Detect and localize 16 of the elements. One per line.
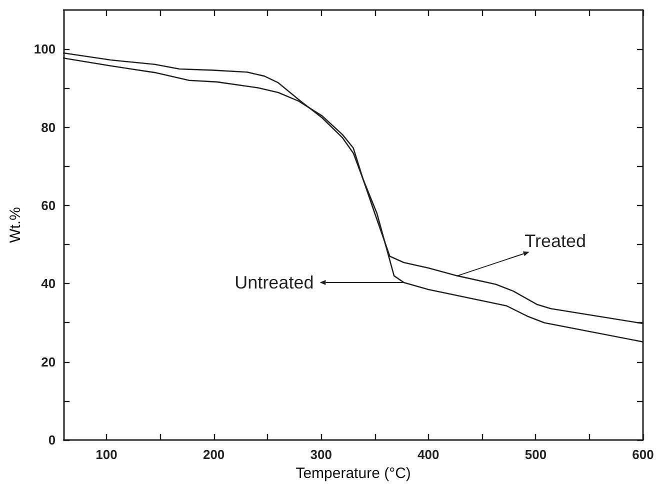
y-tick-label: 100	[34, 42, 56, 57]
y-tick-label: 20	[41, 354, 56, 370]
x-tick-label: 500	[524, 447, 547, 462]
text: Treated	[524, 230, 586, 251]
y-tick-label: 60	[41, 198, 56, 213]
y-axis-title: Wt.%	[7, 207, 24, 243]
x-axis-title: Temperature (°C)	[296, 465, 411, 482]
x-tick-label: 600	[632, 447, 654, 462]
y-tick-label: 0	[48, 432, 56, 448]
x-tick-label: 100	[96, 447, 118, 462]
y-tick-label: 80	[41, 120, 56, 135]
x-tick-label: 400	[418, 447, 440, 462]
y-tick-label: 40	[41, 276, 56, 292]
x-tick-label: 200	[202, 447, 225, 462]
x-tick-label: 300	[310, 447, 332, 462]
legend-label: Untreated	[234, 272, 314, 292]
